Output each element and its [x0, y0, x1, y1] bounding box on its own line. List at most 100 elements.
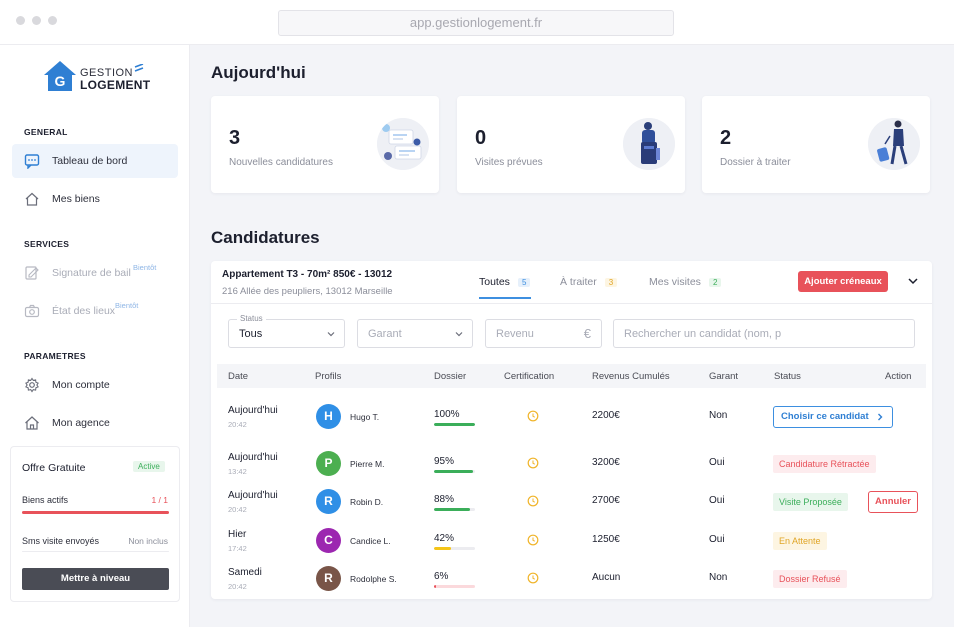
- garant-select[interactable]: Garant: [357, 319, 473, 348]
- avatar[interactable]: P: [316, 451, 341, 476]
- tab-count-badge: 2: [708, 278, 722, 287]
- avatar[interactable]: R: [316, 489, 341, 514]
- choose-candidate-button[interactable]: Choisir ce candidat: [773, 406, 893, 428]
- sidebar-item-mon-agence[interactable]: Mon agence: [12, 406, 178, 440]
- candidate-name[interactable]: Rodolphe S.: [350, 574, 397, 584]
- brand-logo[interactable]: G GESTION LOGEMENT: [42, 59, 162, 95]
- mailbox-person-illustration-icon: [623, 118, 675, 170]
- brand-line1: GESTION: [80, 67, 134, 79]
- tab-toutes[interactable]: Toutes 5: [479, 276, 531, 288]
- table-header: Date Profils Dossier Certification Reven…: [217, 364, 926, 388]
- column-header-dossier: Dossier: [434, 371, 467, 382]
- status-select[interactable]: Status Tous: [228, 314, 345, 348]
- garant-value: Non: [709, 572, 728, 583]
- dossier-percent: 6%: [434, 571, 449, 582]
- dossier-progress-fill: [434, 547, 452, 550]
- tab-mes-visites[interactable]: Mes visites 2: [649, 276, 722, 288]
- table-row[interactable]: Aujourd'hui 13:42 P Pierre M. 95% 3200€ …: [217, 450, 926, 488]
- sidebar-item-etat-des-lieux[interactable]: État des lieux Bientôt: [12, 294, 178, 328]
- candidate-name[interactable]: Hugo T.: [350, 412, 380, 422]
- sidebar-item-label: Mes biens: [52, 193, 100, 205]
- candidate-name[interactable]: Pierre M.: [350, 459, 385, 469]
- revenus-value: 2200€: [592, 410, 620, 421]
- plan-sms-value: Non inclus: [128, 536, 168, 546]
- column-header-date: Date: [228, 371, 249, 382]
- property-title: Appartement T3 - 70m² 850€ - 13012: [222, 269, 393, 280]
- dossier-percent: 42%: [434, 533, 455, 544]
- sidebar-item-signature-bail[interactable]: Signature de bail Bientôt: [12, 256, 178, 290]
- avatar[interactable]: H: [316, 404, 341, 429]
- plan-biens-actifs-value: 1 / 1: [151, 495, 168, 505]
- column-header-certification: Certification: [504, 371, 555, 382]
- sidebar-item-dashboard[interactable]: Tableau de bord: [12, 144, 178, 178]
- house-g-logo-icon: G: [44, 61, 76, 91]
- row-date: Aujourd'hui: [228, 452, 278, 463]
- window-close-dot[interactable]: [16, 16, 25, 25]
- dossier-progress-fill: [434, 508, 471, 511]
- row-time: 20:42: [228, 505, 247, 514]
- add-slots-button[interactable]: Ajouter créneaux: [798, 271, 888, 292]
- candidate-search-placeholder: Rechercher un candidat (nom, p: [624, 328, 782, 340]
- sidebar-item-mon-compte[interactable]: Mon compte: [12, 368, 178, 402]
- garant-value: Oui: [709, 495, 725, 506]
- status-select-value: Tous: [239, 328, 263, 340]
- row-time: 20:42: [228, 420, 247, 429]
- chevron-down-icon[interactable]: [907, 275, 919, 287]
- sidebar-item-mes-biens[interactable]: Mes biens: [12, 182, 178, 216]
- table-row[interactable]: Aujourd'hui 20:42 R Robin D. 88% 2700€ O…: [217, 488, 926, 526]
- revenu-input[interactable]: Revenu €: [485, 319, 602, 348]
- section-label-general: GENERAL: [24, 127, 68, 137]
- cancel-visit-button[interactable]: Annuler: [868, 491, 918, 513]
- certification-pending-icon: [527, 534, 539, 546]
- table-row[interactable]: Samedi 20:42 R Rodolphe S. 6% Aucun Non …: [217, 565, 926, 603]
- coming-soon-badge: Bientôt: [115, 301, 139, 310]
- row-date: Aujourd'hui: [228, 405, 278, 416]
- card-divider: [211, 303, 932, 304]
- section-label-services: SERVICES: [24, 239, 70, 249]
- sidebar-item-label: Mon agence: [52, 417, 110, 429]
- avatar[interactable]: R: [316, 566, 341, 591]
- status-badge: Candidature Rétractée: [773, 455, 876, 473]
- euro-unit-label: €: [583, 326, 591, 341]
- plan-card: Offre Gratuite Active Biens actifs 1 / 1…: [10, 446, 180, 602]
- signature-icon: [25, 266, 39, 280]
- camera-icon: [24, 304, 40, 318]
- candidatures-card: Appartement T3 - 70m² 850€ - 13012 216 A…: [211, 261, 932, 599]
- candidates-illustration-icon: [377, 118, 429, 170]
- table-row[interactable]: Aujourd'hui 20:42 H Hugo T. 100% 2200€ N…: [217, 403, 926, 441]
- revenus-value: 2700€: [592, 495, 620, 506]
- upgrade-button[interactable]: Mettre à niveau: [22, 568, 169, 590]
- window-maximize-dot[interactable]: [48, 16, 57, 25]
- tab-a-traiter[interactable]: À traiter 3: [560, 276, 618, 288]
- kpi-card-visites[interactable]: 0 Visites prévues: [457, 96, 685, 193]
- plan-biens-actifs-label: Biens actifs: [22, 495, 69, 505]
- avatar[interactable]: C: [316, 528, 341, 553]
- column-header-action: Action: [885, 371, 912, 382]
- table-row[interactable]: Hier 17:42 C Candice L. 42% 1250€ Oui En…: [217, 527, 926, 565]
- kpi-card-candidatures[interactable]: 3 Nouvelles candidatures: [211, 96, 439, 193]
- dossier-percent: 88%: [434, 494, 455, 505]
- kpi-label: Nouvelles candidatures: [229, 157, 333, 168]
- kpi-value: 2: [720, 127, 732, 149]
- chevron-down-icon: [327, 332, 335, 337]
- candidate-search-input[interactable]: Rechercher un candidat (nom, p: [613, 319, 915, 348]
- candidate-name[interactable]: Robin D.: [350, 497, 384, 507]
- column-header-status: Status: [774, 371, 801, 382]
- window-minimize-dot[interactable]: [32, 16, 41, 25]
- plan-sms-label: Sms visite envoyés: [22, 536, 100, 546]
- revenus-value: Aucun: [592, 572, 621, 583]
- tab-label: Toutes: [479, 276, 510, 288]
- plan-biens-actifs-bar: [22, 511, 169, 514]
- column-header-revenus: Revenus Cumulés: [592, 371, 670, 382]
- address-bar[interactable]: app.gestionlogement.fr: [278, 10, 674, 36]
- candidate-name[interactable]: Candice L.: [350, 536, 391, 546]
- svg-text:G: G: [55, 73, 66, 89]
- kpi-card-dossiers[interactable]: 2 Dossier à traiter: [702, 96, 930, 193]
- active-tab-indicator: [479, 297, 531, 299]
- plan-title: Offre Gratuite: [22, 462, 86, 474]
- tab-label: Mes visites: [649, 276, 701, 288]
- certification-pending-icon: [527, 572, 539, 584]
- revenu-input-placeholder: Revenu: [496, 328, 534, 340]
- dossier-progress-fill: [434, 585, 437, 588]
